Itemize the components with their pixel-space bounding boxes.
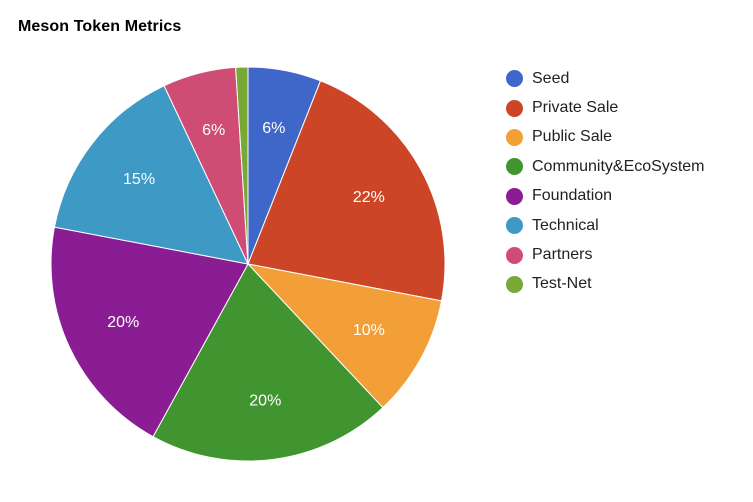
slice-label-foundation: 20%: [107, 314, 139, 331]
pie-slice-public-sale: [246, 263, 443, 409]
slice-label-public-sale: 10%: [353, 322, 385, 339]
pie-slice-technical: [53, 85, 249, 265]
chart-title: Meson Token Metrics: [18, 18, 182, 35]
legend-label: Foundation: [532, 187, 613, 205]
legend-item-technical: Technical: [506, 211, 746, 240]
legend-swatch: [506, 275, 523, 293]
pie-slice-private-sale: [247, 80, 446, 302]
legend-item-partners: Partners: [506, 240, 746, 269]
slice-label-private-sale: 22%: [353, 189, 385, 206]
legend-item-community-ecosystem: Community&EcoSystem: [506, 152, 746, 181]
legend-swatch: [506, 70, 523, 88]
legend-swatch: [506, 99, 523, 117]
slice-label-seed: 6%: [262, 120, 285, 137]
legend-swatch: [506, 246, 523, 264]
pie-slice-test-net: [235, 66, 249, 265]
pie-slice-foundation: [50, 226, 249, 438]
pie-slice-community-ecosystem: [152, 263, 384, 462]
legend-label: Community&EcoSystem: [532, 157, 705, 175]
legend-label: Test-Net: [532, 275, 592, 293]
slice-label-technical: 15%: [123, 171, 155, 188]
legend-label: Public Sale: [532, 128, 613, 146]
legend-item-public-sale: Public Sale: [506, 123, 746, 152]
legend-item-seed: Seed: [506, 64, 746, 93]
legend-swatch: [506, 217, 523, 235]
legend-label: Partners: [532, 246, 593, 264]
slice-label-community-ecosystem: 20%: [249, 392, 281, 409]
legend-swatch: [506, 128, 523, 146]
legend-item-foundation: Foundation: [506, 182, 746, 211]
slice-label-partners: 6%: [202, 122, 225, 139]
legend-swatch: [506, 187, 523, 205]
legend-item-private-sale: Private Sale: [506, 93, 746, 122]
legend-item-test-net: Test-Net: [506, 270, 746, 299]
legend-label: Technical: [532, 216, 599, 234]
legend-label: Seed: [532, 69, 570, 87]
legend-swatch: [506, 158, 523, 176]
legend-label: Private Sale: [532, 99, 619, 117]
legend: Seed Private Sale Public Sale Community&Eco…: [506, 64, 746, 299]
